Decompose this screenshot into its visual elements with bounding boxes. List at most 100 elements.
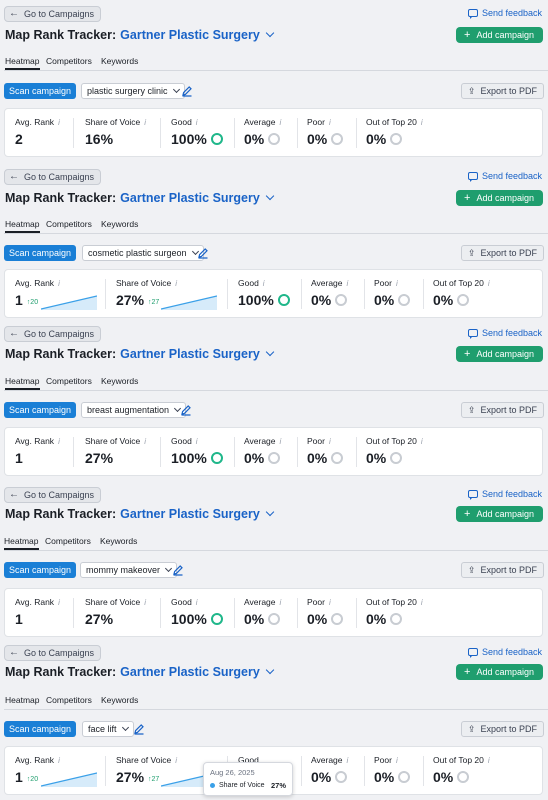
metric-out-of-top-20: Out of Top 20 i 0% bbox=[433, 278, 490, 308]
info-icon[interactable]: i bbox=[58, 278, 60, 288]
info-icon[interactable]: i bbox=[262, 278, 265, 288]
info-icon[interactable]: i bbox=[175, 755, 178, 765]
tab-heatmap[interactable]: Heatmap bbox=[5, 56, 40, 70]
info-icon[interactable]: i bbox=[328, 597, 331, 607]
info-icon[interactable]: i bbox=[279, 117, 282, 127]
info-icon[interactable]: i bbox=[58, 117, 60, 127]
tab-keywords[interactable]: Keywords bbox=[101, 376, 139, 386]
send-feedback-link[interactable]: Send feedback bbox=[467, 8, 542, 19]
tab-competitors[interactable]: Competitors bbox=[46, 56, 92, 66]
add-campaign-button[interactable]: + Add campaign bbox=[456, 190, 543, 206]
info-icon[interactable]: i bbox=[328, 436, 331, 446]
tab-heatmap[interactable]: Heatmap bbox=[5, 219, 40, 233]
send-feedback-link[interactable]: Send feedback bbox=[467, 647, 542, 658]
keyword-select[interactable]: breast augmentation bbox=[81, 402, 187, 418]
info-icon[interactable]: i bbox=[195, 117, 198, 127]
keyword-select[interactable]: mommy makeover bbox=[80, 562, 178, 578]
metric-good: Good i 100% bbox=[171, 117, 223, 151]
tab-keywords[interactable]: Keywords bbox=[100, 536, 138, 546]
info-icon[interactable]: i bbox=[420, 117, 423, 127]
scan-campaign-button[interactable]: Scan campaign bbox=[4, 83, 77, 99]
edit-pencil-icon[interactable] bbox=[181, 85, 193, 97]
project-selector[interactable]: Gartner Plastic Surgery bbox=[120, 665, 260, 679]
export-pdf-button[interactable]: ⇪ Export to PDF bbox=[460, 721, 544, 737]
edit-pencil-icon[interactable] bbox=[197, 247, 209, 259]
arrow-left-icon: ← bbox=[9, 171, 19, 182]
tab-competitors[interactable]: Competitors bbox=[46, 219, 92, 229]
keyword-select[interactable]: cosmetic plastic surgeon bbox=[82, 245, 204, 261]
tab-competitors[interactable]: Competitors bbox=[46, 695, 92, 705]
edit-pencil-icon[interactable] bbox=[172, 564, 184, 576]
info-icon[interactable]: i bbox=[58, 597, 60, 607]
info-icon[interactable]: i bbox=[487, 755, 490, 765]
info-icon[interactable]: i bbox=[144, 436, 147, 446]
divider bbox=[105, 279, 106, 309]
export-pdf-button[interactable]: ⇪ Export to PDF bbox=[460, 83, 544, 99]
scan-campaign-button[interactable]: Scan campaign bbox=[4, 721, 77, 737]
tab-competitors[interactable]: Competitors bbox=[46, 376, 92, 386]
info-icon[interactable]: i bbox=[144, 597, 147, 607]
empty-ring-icon bbox=[390, 613, 403, 625]
export-pdf-button[interactable]: ⇪ Export to PDF bbox=[460, 402, 544, 418]
go-to-campaigns-button[interactable]: ← Go to Campaigns bbox=[4, 645, 102, 661]
info-icon[interactable]: i bbox=[195, 436, 198, 446]
chat-bubble-icon bbox=[467, 172, 478, 182]
info-icon[interactable]: i bbox=[420, 436, 423, 446]
info-icon[interactable]: i bbox=[395, 278, 398, 288]
plus-icon: + bbox=[464, 191, 471, 204]
info-icon[interactable]: i bbox=[58, 755, 60, 765]
send-feedback-link[interactable]: Send feedback bbox=[467, 171, 542, 182]
scan-campaign-button[interactable]: Scan campaign bbox=[4, 402, 77, 418]
info-icon[interactable]: i bbox=[279, 436, 282, 446]
go-to-campaigns-button[interactable]: ← Go to Campaigns bbox=[4, 487, 102, 503]
info-icon[interactable]: i bbox=[195, 597, 198, 607]
chevron-down-icon[interactable] bbox=[265, 665, 275, 675]
metric-average: Average i 0% bbox=[311, 755, 349, 785]
project-selector[interactable]: Gartner Plastic Surgery bbox=[120, 28, 260, 42]
info-icon[interactable]: i bbox=[175, 278, 178, 288]
tab-heatmap[interactable]: Heatmap bbox=[5, 695, 40, 705]
info-icon[interactable]: i bbox=[346, 755, 349, 765]
edit-pencil-icon[interactable] bbox=[180, 404, 192, 416]
info-icon[interactable]: i bbox=[328, 117, 331, 127]
tab-keywords[interactable]: Keywords bbox=[101, 219, 139, 229]
info-icon[interactable]: i bbox=[487, 278, 490, 288]
project-selector[interactable]: Gartner Plastic Surgery bbox=[120, 347, 260, 361]
scan-campaign-button[interactable]: Scan campaign bbox=[4, 245, 77, 261]
send-feedback-link[interactable]: Send feedback bbox=[467, 489, 542, 500]
chevron-down-icon[interactable] bbox=[265, 28, 275, 38]
add-campaign-button[interactable]: + Add campaign bbox=[456, 506, 543, 522]
export-pdf-button[interactable]: ⇪ Export to PDF bbox=[460, 562, 544, 578]
scan-campaign-button[interactable]: Scan campaign bbox=[4, 562, 77, 578]
divider bbox=[356, 598, 357, 628]
go-to-campaigns-button[interactable]: ← Go to Campaigns bbox=[4, 6, 102, 22]
chat-bubble-icon bbox=[467, 329, 478, 339]
edit-pencil-icon[interactable] bbox=[133, 723, 145, 735]
go-to-campaigns-button[interactable]: ← Go to Campaigns bbox=[4, 169, 102, 185]
divider bbox=[234, 598, 235, 628]
tab-heatmap[interactable]: Heatmap bbox=[4, 536, 39, 550]
info-icon[interactable]: i bbox=[395, 755, 398, 765]
tab-keywords[interactable]: Keywords bbox=[101, 56, 139, 66]
info-icon[interactable]: i bbox=[346, 278, 349, 288]
add-campaign-button[interactable]: + Add campaign bbox=[456, 346, 543, 362]
info-icon[interactable]: i bbox=[58, 436, 60, 446]
tab-keywords[interactable]: Keywords bbox=[101, 695, 139, 705]
add-campaign-button[interactable]: + Add campaign bbox=[456, 27, 543, 43]
keyword-select[interactable]: plastic surgery clinic bbox=[81, 83, 185, 99]
project-selector[interactable]: Gartner Plastic Surgery bbox=[120, 507, 260, 521]
project-selector[interactable]: Gartner Plastic Surgery bbox=[120, 191, 260, 205]
tab-heatmap[interactable]: Heatmap bbox=[5, 376, 40, 390]
info-icon[interactable]: i bbox=[279, 597, 282, 607]
chevron-down-icon[interactable] bbox=[265, 507, 275, 517]
send-feedback-link[interactable]: Send feedback bbox=[467, 328, 542, 339]
go-to-campaigns-button[interactable]: ← Go to Campaigns bbox=[4, 326, 102, 342]
chevron-down-icon[interactable] bbox=[265, 347, 275, 357]
export-pdf-button[interactable]: ⇪ Export to PDF bbox=[460, 245, 544, 261]
info-icon[interactable]: i bbox=[144, 117, 147, 127]
info-icon[interactable]: i bbox=[420, 597, 423, 607]
add-campaign-button[interactable]: + Add campaign bbox=[456, 664, 543, 680]
chevron-down-icon[interactable] bbox=[265, 191, 275, 201]
tab-competitors[interactable]: Competitors bbox=[45, 536, 91, 546]
keyword-select[interactable]: face lift bbox=[82, 721, 134, 737]
